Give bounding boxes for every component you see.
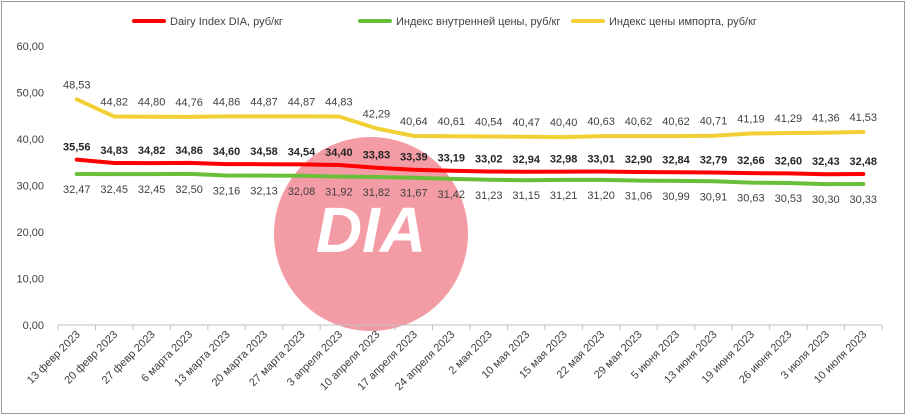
data-label: 32,43: [812, 156, 840, 168]
data-label: 44,87: [288, 96, 316, 108]
data-label: 44,80: [138, 97, 166, 109]
data-label: 31,20: [587, 190, 615, 202]
data-label: 34,58: [250, 146, 278, 158]
data-label: 42,29: [363, 108, 391, 120]
data-label: 34,60: [213, 146, 241, 158]
data-label: 32,79: [700, 155, 728, 167]
data-label: 41,53: [850, 112, 878, 124]
data-label: 32,66: [737, 155, 765, 167]
data-label: 44,82: [100, 97, 128, 109]
data-label: 32,16: [213, 185, 241, 197]
y-tick-label: 10,00: [16, 274, 44, 286]
data-label: 35,56: [63, 142, 91, 154]
data-label: 32,60: [775, 155, 803, 167]
data-label: 31,67: [400, 188, 428, 200]
data-label: 32,13: [250, 186, 278, 198]
legend-label-2: Индекс цены импорта, руб/кг: [609, 16, 757, 28]
data-label: 30,91: [700, 191, 728, 203]
data-label: 31,23: [475, 190, 503, 202]
data-label: 32,45: [138, 184, 166, 196]
data-label: 30,53: [775, 193, 803, 205]
data-label: 31,82: [363, 187, 391, 199]
y-tick-label: 50,00: [16, 88, 44, 100]
legend-label-0: Dairy Index DIA, руб/кг: [170, 16, 283, 28]
y-tick-label: 0,00: [23, 320, 44, 332]
data-label: 32,90: [625, 154, 653, 166]
data-label: 48,53: [63, 79, 91, 91]
data-label: 44,76: [175, 97, 203, 109]
data-label: 41,36: [812, 113, 840, 125]
data-label: 32,50: [175, 184, 203, 196]
data-label: 32,84: [662, 154, 690, 166]
y-tick-label: 30,00: [16, 181, 44, 193]
data-label: 44,87: [250, 96, 278, 108]
data-label: 34,86: [175, 145, 203, 157]
data-label: 33,19: [438, 153, 466, 165]
data-label: 30,63: [737, 193, 765, 205]
y-axis: 0,00 10,00 20,00 30,00 40,00 50,00 60,00: [16, 41, 44, 332]
data-label: 33,02: [475, 153, 503, 165]
data-label: 40,71: [700, 116, 728, 128]
data-label: 33,39: [400, 152, 428, 164]
data-label: 32,98: [550, 154, 578, 166]
data-label: 40,64: [400, 116, 428, 128]
series-line-1: [74, 171, 866, 187]
data-label: 31,15: [512, 190, 540, 202]
data-label: 44,83: [325, 97, 353, 109]
data-label: 34,54: [288, 146, 316, 158]
watermark-circle: [274, 137, 468, 331]
data-label: 44,86: [213, 96, 241, 108]
legend-label-1: Индекс внутренней цены, руб/кг: [396, 16, 560, 28]
data-label: 32,47: [63, 184, 91, 196]
data-label: 30,99: [662, 191, 690, 203]
data-label: 33,01: [587, 154, 615, 166]
y-tick-label: 60,00: [16, 41, 44, 53]
dia-watermark: DIA: [274, 137, 468, 331]
series-line-2: [74, 97, 866, 140]
data-label: 31,42: [438, 189, 466, 201]
data-label: 32,08: [288, 186, 316, 198]
data-label: 32,45: [100, 184, 128, 196]
data-label: 30,30: [812, 194, 840, 206]
series-lines: [74, 97, 866, 187]
data-labels: 35,56 34,83 34,82 34,86 34,60 34,58 34,54 34,40…: [63, 79, 877, 206]
series-line-0: [74, 157, 866, 177]
data-label: 40,54: [475, 116, 503, 128]
data-label: 31,21: [550, 190, 578, 202]
y-tick-label: 40,00: [16, 134, 44, 146]
data-label: 34,82: [138, 145, 166, 157]
data-label: 41,29: [775, 113, 803, 125]
data-label: 40,63: [587, 116, 615, 128]
data-label: 32,94: [512, 154, 540, 166]
data-label: 31,06: [625, 191, 653, 203]
data-label: 31,92: [325, 187, 353, 199]
data-label: 40,62: [662, 116, 690, 128]
data-label: 34,40: [325, 147, 353, 159]
watermark-text: DIA: [316, 194, 426, 266]
data-label: 40,61: [438, 116, 466, 128]
data-label: 34,83: [100, 145, 128, 157]
data-label: 33,83: [363, 150, 391, 162]
legend: Dairy Index DIA, руб/кг Индекс внутренней…: [132, 16, 757, 28]
data-label: 32,48: [850, 156, 878, 168]
y-tick-label: 20,00: [16, 227, 44, 239]
data-label: 30,33: [850, 194, 878, 206]
data-label: 40,47: [512, 117, 540, 129]
data-label: 41,19: [737, 113, 765, 125]
data-label: 40,62: [625, 116, 653, 128]
data-label: 40,40: [550, 117, 578, 129]
